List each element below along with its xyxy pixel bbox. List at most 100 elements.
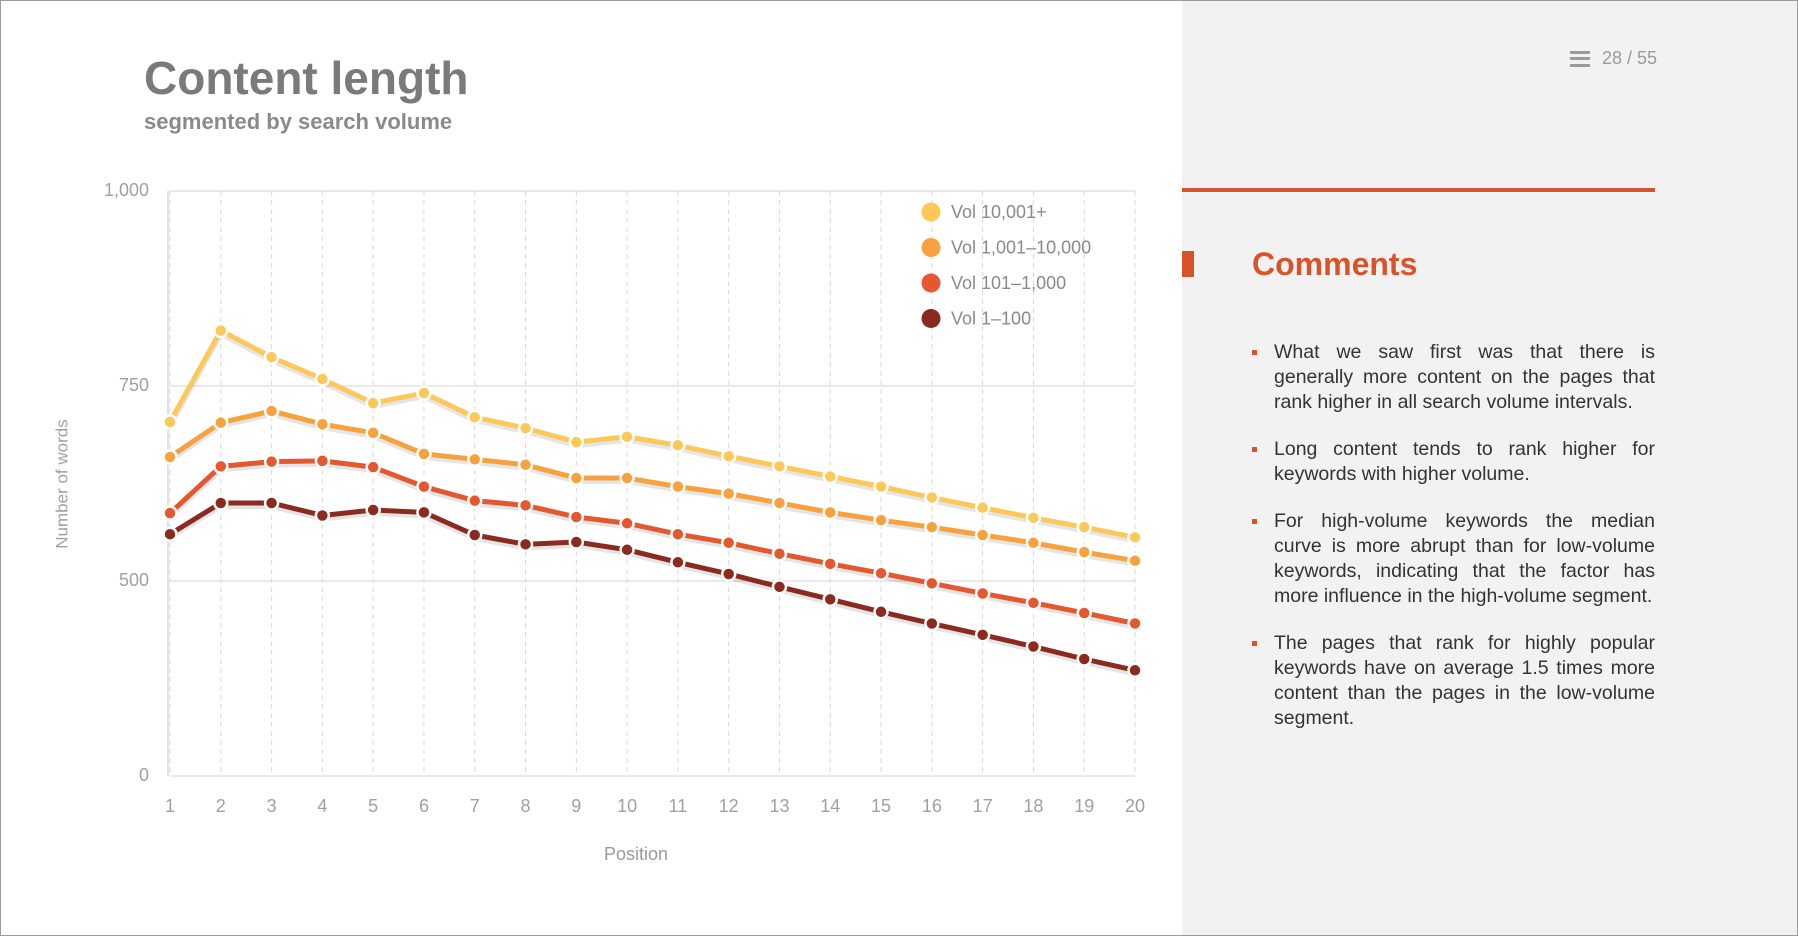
menu-icon[interactable]: [1570, 50, 1590, 67]
x-tick-label: 14: [820, 796, 840, 816]
x-tick-label: 15: [871, 796, 891, 816]
point: [365, 425, 381, 441]
x-tick-label: 6: [419, 796, 429, 816]
point: [416, 385, 432, 401]
point: [314, 371, 331, 387]
x-tick-label: 9: [571, 796, 581, 816]
point: [1127, 529, 1143, 546]
point: [213, 458, 229, 475]
point: [568, 470, 585, 486]
x-tick-label: 7: [470, 796, 480, 816]
point: [568, 509, 585, 525]
legend-label: Vol 101–1,000: [951, 273, 1066, 293]
point: [670, 478, 686, 495]
point: [924, 519, 940, 535]
point: [314, 507, 331, 524]
point: [466, 409, 483, 425]
comment-item: The pages that rank for highly popular k…: [1252, 631, 1655, 731]
point: [822, 556, 839, 572]
point: [517, 497, 534, 514]
point: [771, 495, 788, 511]
point: [1076, 519, 1092, 535]
point: [924, 615, 940, 632]
legend-label: Vol 1,001–10,000: [951, 237, 1091, 257]
point: [720, 535, 737, 551]
point: [466, 527, 483, 543]
point: [1127, 662, 1143, 679]
comment-item: What we saw first was that there is gene…: [1252, 340, 1655, 415]
point: [1076, 651, 1092, 667]
point: [517, 420, 534, 436]
x-axis-label: Position: [604, 844, 668, 864]
point: [162, 449, 178, 465]
series-line: [168, 500, 1136, 673]
point: [873, 604, 889, 620]
point: [568, 434, 585, 450]
y-tick-label: 500: [119, 570, 149, 590]
point: [873, 478, 889, 495]
point: [924, 575, 940, 592]
y-axis-label: Number of words: [52, 419, 71, 548]
point: [771, 579, 788, 595]
point: [1025, 638, 1042, 655]
point: [924, 489, 940, 506]
legend-label: Vol 10,001+: [951, 202, 1047, 222]
point: [974, 585, 991, 602]
x-tick-label: 16: [922, 796, 942, 816]
point: [213, 322, 229, 339]
point: [213, 414, 229, 431]
divider: [1182, 188, 1655, 192]
chart-subtitle: segmented by search volume: [144, 109, 452, 134]
point: [974, 527, 991, 543]
marker: [1182, 251, 1194, 277]
point: [771, 545, 788, 562]
point: [822, 591, 839, 608]
point: [1025, 510, 1042, 526]
legend-label: Vol 1–100: [951, 308, 1031, 328]
point: [365, 502, 381, 518]
side-panel: [1182, 1, 1797, 935]
point: [365, 459, 381, 475]
point: [1076, 544, 1092, 560]
point: [974, 627, 991, 643]
chart-title: Content length: [144, 52, 469, 104]
point: [517, 457, 534, 473]
point: [416, 446, 432, 462]
comments-title: Comments: [1252, 246, 1418, 282]
point: [1127, 615, 1143, 632]
point: [974, 499, 991, 516]
series-line: [167, 328, 1136, 540]
point: [416, 504, 432, 521]
point: [771, 458, 788, 475]
x-tick-label: 5: [368, 796, 378, 816]
page-number: 28 / 55: [1602, 48, 1658, 68]
point: [619, 515, 635, 532]
point: [670, 437, 686, 454]
point: [1025, 535, 1042, 551]
line-shadow: [168, 410, 1136, 567]
chart: Content length segmented by search volum…: [52, 52, 1145, 864]
point: [162, 414, 178, 430]
x-tick-label: 1: [165, 796, 175, 816]
legend-swatch: [921, 202, 941, 222]
x-tick-label: 13: [769, 796, 789, 816]
point: [873, 512, 889, 528]
x-tick-label: 10: [617, 796, 637, 816]
point: [619, 470, 635, 486]
point: [670, 526, 686, 542]
x-tick-label: 11: [669, 796, 688, 816]
y-tick-label: 0: [139, 765, 149, 785]
point: [720, 485, 737, 502]
point: [365, 395, 381, 411]
comments-list: What we saw first was that there is gene…: [1252, 340, 1655, 753]
x-tick-label: 17: [973, 796, 993, 816]
point: [720, 448, 737, 464]
point: [670, 554, 686, 571]
x-tick-label: 8: [521, 796, 531, 816]
point: [1127, 552, 1143, 569]
point: [263, 453, 280, 470]
point: [162, 526, 178, 542]
point: [213, 495, 229, 511]
legend-swatch: [921, 273, 941, 293]
point: [263, 403, 280, 419]
